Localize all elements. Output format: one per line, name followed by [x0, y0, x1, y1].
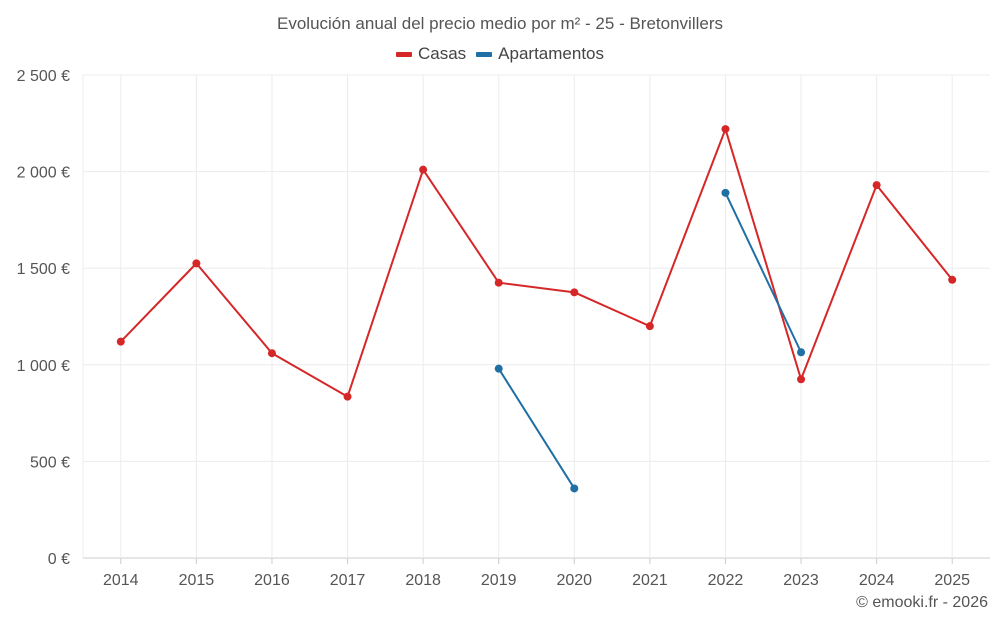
data-point-casas — [721, 125, 730, 134]
data-point-apartamentos — [570, 484, 579, 493]
data-point-casas — [343, 392, 352, 401]
series-line-apartamentos — [724, 192, 802, 353]
data-point-casas — [948, 275, 957, 284]
data-point-casas — [116, 337, 125, 346]
data-point-casas — [570, 288, 579, 297]
x-tick-label: 2019 — [481, 572, 517, 589]
series-line-apartamentos — [497, 368, 576, 489]
x-tick-label: 2015 — [179, 572, 215, 589]
y-tick-label: 500 € — [30, 454, 70, 471]
x-tick-label: 2017 — [330, 572, 366, 589]
data-point-casas — [645, 322, 654, 331]
data-point-casas — [419, 165, 428, 174]
copyright-credit: © emooki.fr - 2026 — [856, 594, 988, 611]
x-tick-label: 2025 — [934, 572, 970, 589]
data-point-casas — [494, 278, 503, 287]
data-point-apartamentos — [494, 364, 503, 373]
y-tick-label: 2 500 € — [17, 68, 70, 85]
chart-title: Evolución anual del precio medio por m² … — [277, 14, 723, 33]
x-tick-label: 2014 — [103, 572, 139, 589]
data-point-casas — [872, 181, 881, 190]
x-tick-label: 2024 — [859, 572, 895, 589]
legend-swatch-casas — [395, 51, 412, 57]
data-point-casas — [267, 349, 276, 358]
y-tick-label: 2 000 € — [17, 165, 70, 182]
x-tick-label: 2016 — [254, 572, 290, 589]
data-point-casas — [797, 375, 806, 384]
legend-swatch-apartamentos — [476, 51, 493, 57]
legend-item-apartamentos[interactable]: Apartamentos — [476, 44, 604, 64]
legend-label-casas: Casas — [417, 44, 467, 63]
data-point-casas — [192, 259, 201, 268]
chart-legend: Casas Apartamentos — [0, 44, 1000, 64]
series-line-casas — [120, 128, 953, 398]
y-tick-label: 1 000 € — [17, 358, 70, 375]
legend-item-casas[interactable]: Casas — [395, 44, 467, 64]
legend-label-apartamentos: Apartamentos — [498, 44, 605, 63]
y-tick-label: 0 € — [48, 551, 70, 568]
x-tick-label: 2021 — [632, 572, 668, 589]
x-tick-label: 2018 — [405, 572, 441, 589]
x-tick-label: 2023 — [783, 572, 819, 589]
data-point-apartamentos — [797, 348, 806, 357]
y-tick-label: 1 500 € — [17, 261, 70, 278]
x-tick-label: 2022 — [708, 572, 744, 589]
x-tick-label: 2020 — [556, 572, 592, 589]
data-point-apartamentos — [721, 188, 730, 197]
